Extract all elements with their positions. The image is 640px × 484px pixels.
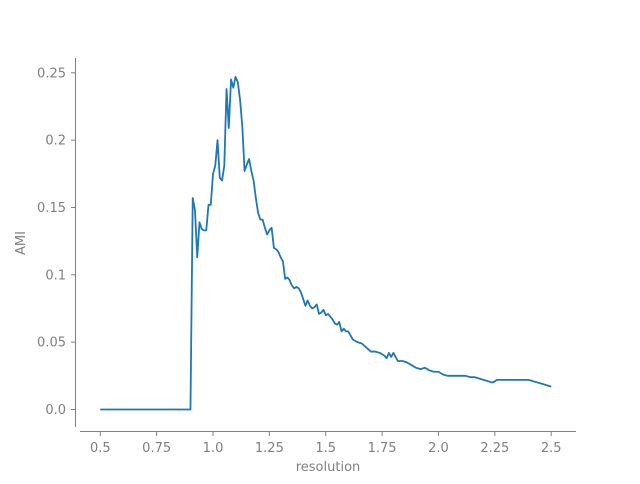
- x-tick-label: 1.5: [315, 441, 336, 456]
- x-tick-label: 1.75: [368, 441, 397, 456]
- y-tick-label: 0.25: [37, 66, 66, 81]
- x-tick-label: 2.5: [541, 441, 562, 456]
- y-tick-label: 0.05: [37, 336, 66, 351]
- y-tick-label: 0.1: [45, 268, 66, 283]
- x-tick-label: 2.0: [428, 441, 449, 456]
- series-layer: [100, 75, 552, 411]
- y-axis-label: AMI: [14, 231, 29, 255]
- x-tick-label: 1.0: [203, 441, 224, 456]
- x-tick-label: 0.75: [142, 441, 171, 456]
- x-tick-label: 1.25: [255, 441, 284, 456]
- series-line-0: [100, 75, 552, 411]
- y-ticks: 0.0 0.05 0.1 0.15 0.2 0.25: [37, 66, 76, 418]
- x-tick-label: 2.25: [480, 441, 509, 456]
- x-axis-label: resolution: [296, 460, 361, 475]
- y-tick-label: 0.15: [37, 201, 66, 216]
- x-ticks: 0.5 0.75 1.0 1.25 1.5 1.75 2.0 2.25 2.5: [90, 431, 562, 456]
- x-tick-label: 0.5: [90, 441, 111, 456]
- y-tick-label: 0.0: [45, 403, 66, 418]
- y-tick-label: 0.2: [45, 134, 66, 149]
